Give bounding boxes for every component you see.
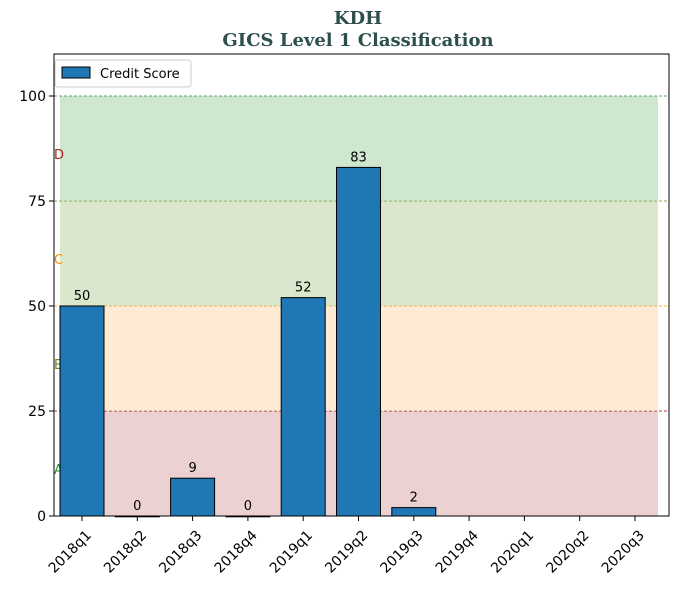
x-tick-label-2018q1: 2018q1 bbox=[46, 528, 95, 577]
legend: Credit Score bbox=[54, 59, 192, 88]
bar-2018q3 bbox=[170, 477, 216, 517]
x-tick-label-2018q4: 2018q4 bbox=[212, 527, 261, 576]
x-tick-label-2019q2: 2019q2 bbox=[322, 528, 371, 577]
y-tick-label: 50 bbox=[28, 299, 46, 315]
x-tick-label-2020q2: 2020q2 bbox=[543, 528, 592, 577]
bar-2019q1 bbox=[280, 297, 326, 517]
data-label-2019q2: 83 bbox=[350, 150, 367, 165]
legend-label: Credit Score bbox=[100, 67, 180, 82]
zone-label-B: B bbox=[54, 358, 63, 373]
data-label-2019q1: 52 bbox=[295, 281, 312, 296]
bar-2018q1 bbox=[59, 305, 105, 517]
y-tick-label: 25 bbox=[28, 404, 46, 420]
y-tick-label: 0 bbox=[37, 509, 46, 525]
data-label-2018q1: 50 bbox=[74, 289, 91, 304]
data-label-2018q3: 9 bbox=[188, 461, 196, 476]
x-tick-label-2018q3: 2018q3 bbox=[156, 528, 205, 577]
zone-label-A: A bbox=[54, 463, 63, 478]
zone-label-D: D bbox=[54, 148, 64, 163]
chart-subtitle: GICS Level 1 Classification bbox=[222, 30, 493, 51]
y-tick-label: 100 bbox=[19, 89, 46, 105]
labels-layer: 50 0 9 0 52 83 2 bbox=[74, 150, 418, 514]
chart-title: KDH bbox=[334, 8, 382, 29]
bar-2019q2 bbox=[336, 166, 381, 517]
data-label-2018q4: 0 bbox=[244, 499, 252, 514]
plot-frame bbox=[53, 53, 670, 517]
x-tick-label-2020q3: 2020q3 bbox=[599, 528, 648, 577]
data-label-2019q3: 2 bbox=[410, 491, 418, 506]
x-tick-label-2019q3: 2019q3 bbox=[378, 528, 427, 577]
y-tick-label: 75 bbox=[28, 194, 46, 210]
x-tick-label-2018q2: 2018q2 bbox=[101, 528, 150, 577]
x-tick-label-2020q1: 2020q1 bbox=[488, 528, 537, 577]
zone-label-C: C bbox=[54, 253, 63, 268]
data-label-2018q2: 0 bbox=[133, 499, 141, 514]
x-tick-label-2019q4: 2019q4 bbox=[433, 527, 482, 576]
bar-2019q3 bbox=[391, 507, 437, 517]
x-tick-label-2019q1: 2019q1 bbox=[267, 528, 316, 577]
legend-swatch bbox=[61, 66, 91, 79]
